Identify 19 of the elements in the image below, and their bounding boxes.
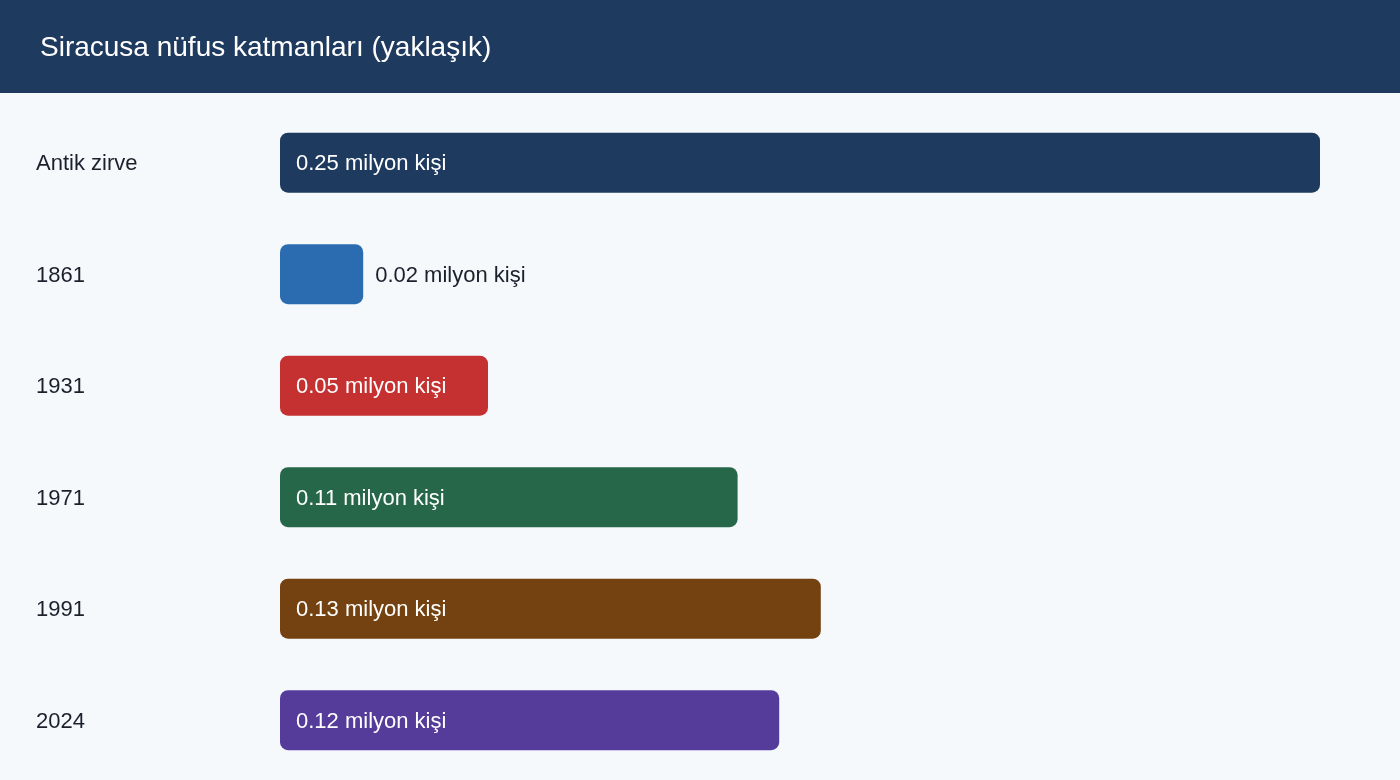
bar: [280, 578, 821, 639]
data-label: 0.12 milyon kişi: [296, 707, 447, 733]
bar: [280, 690, 780, 751]
y-tick-label: 1971: [36, 484, 85, 510]
bar: [280, 355, 488, 416]
data-label: 0.02 milyon kişi: [375, 261, 526, 287]
data-label: 0.13 milyon kişi: [296, 596, 447, 622]
bar: [280, 467, 738, 528]
bar: [280, 132, 1320, 193]
y-tick-label: 1991: [36, 596, 85, 622]
chart-title: Siracusa nüfus katmanları (yaklaşık): [40, 30, 492, 63]
data-label: 0.25 milyon kişi: [296, 150, 447, 176]
y-tick-label: 2024: [36, 707, 85, 733]
y-tick-label: 1931: [36, 373, 85, 399]
y-tick-label: 1861: [36, 261, 85, 287]
data-label: 0.11 milyon kişi: [296, 484, 445, 510]
data-label: 0.05 milyon kişi: [296, 373, 447, 399]
bar: [280, 244, 364, 305]
y-tick-label: Antik zirve: [36, 150, 138, 176]
